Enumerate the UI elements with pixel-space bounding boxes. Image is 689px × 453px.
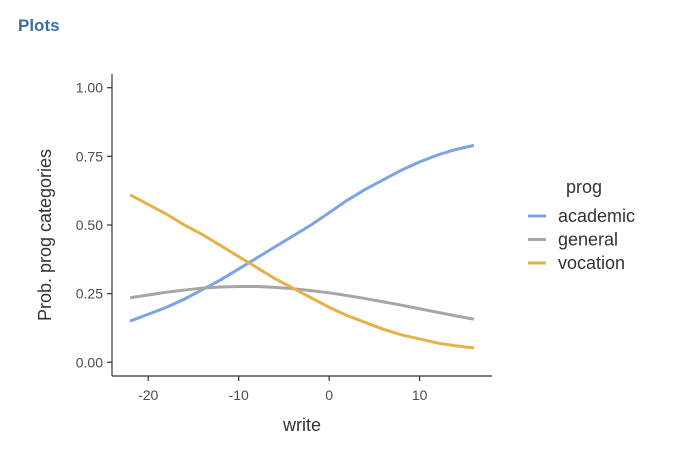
x-tick-label: -10 bbox=[229, 387, 249, 403]
legend-title: prog bbox=[566, 177, 602, 197]
series-line-general bbox=[129, 285, 475, 321]
x-tick-label: 10 bbox=[412, 387, 428, 403]
y-tick-label: 0.50 bbox=[76, 217, 103, 233]
y-tick-label: 0.25 bbox=[76, 286, 103, 302]
x-tick-label: 0 bbox=[325, 387, 333, 403]
series-line-vocation bbox=[129, 193, 475, 350]
series-layer bbox=[129, 143, 475, 350]
y-tick-label: 0.00 bbox=[76, 354, 103, 370]
legend-label-academic: academic bbox=[558, 206, 635, 226]
legend: prog academic general vocation bbox=[528, 177, 635, 273]
plots-heading: Plots bbox=[18, 16, 60, 35]
x-axis-title: write bbox=[282, 415, 321, 435]
axes: 0.00 0.25 0.50 0.75 1.00 -20 -10 0 10 write Prob. … bbox=[35, 74, 492, 435]
series-line-academic bbox=[129, 143, 475, 323]
legend-label-general: general bbox=[558, 230, 618, 250]
legend-label-vocation: vocation bbox=[558, 253, 625, 273]
y-tick-label: 0.75 bbox=[76, 148, 103, 164]
x-tick-label: -20 bbox=[138, 387, 158, 403]
y-tick-label: 1.00 bbox=[76, 80, 103, 96]
y-axis-title: Prob. prog categories bbox=[35, 149, 55, 321]
